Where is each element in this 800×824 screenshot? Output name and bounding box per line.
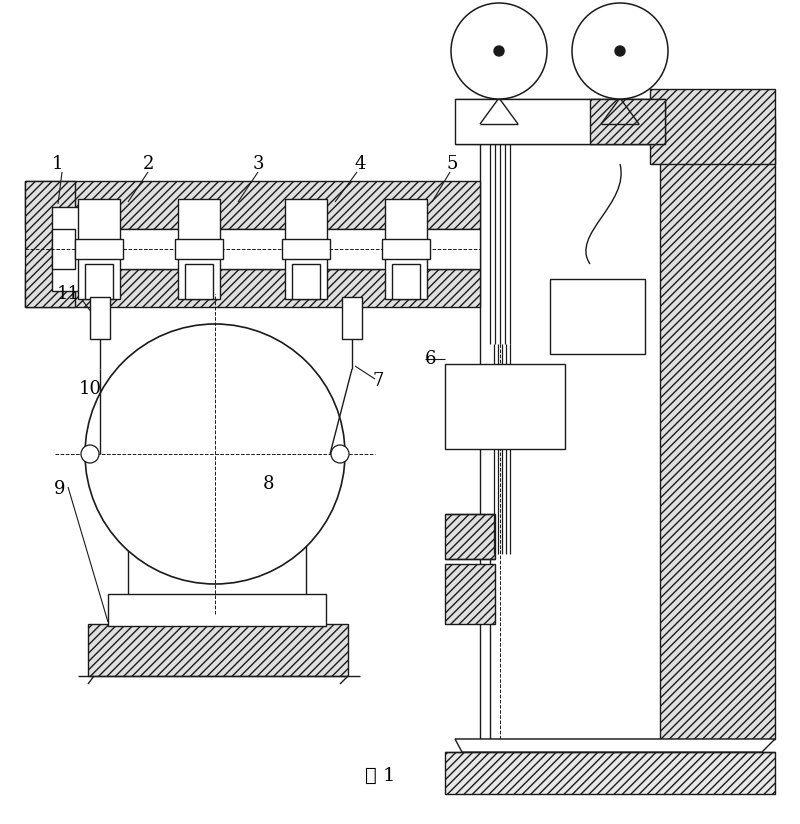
Bar xyxy=(292,264,320,299)
Bar xyxy=(650,89,775,164)
Bar xyxy=(175,239,223,259)
Text: 10: 10 xyxy=(78,380,102,398)
Bar xyxy=(382,239,430,259)
Bar xyxy=(52,229,75,269)
Bar xyxy=(90,297,110,339)
Bar xyxy=(128,526,306,596)
Bar xyxy=(75,239,123,259)
Bar xyxy=(445,564,495,624)
Circle shape xyxy=(331,445,349,463)
Bar xyxy=(392,264,420,299)
Text: 7: 7 xyxy=(372,372,384,390)
Polygon shape xyxy=(455,739,775,752)
Bar xyxy=(445,752,775,794)
Text: 6: 6 xyxy=(424,350,436,368)
Circle shape xyxy=(451,3,547,99)
Circle shape xyxy=(494,46,504,56)
Bar xyxy=(445,364,565,449)
Bar xyxy=(285,199,327,299)
Text: 图 1: 图 1 xyxy=(365,767,395,785)
Bar xyxy=(590,99,665,144)
Bar xyxy=(108,594,326,626)
Bar xyxy=(550,279,645,354)
Text: 5: 5 xyxy=(446,155,458,173)
Bar xyxy=(25,181,75,307)
Text: 1: 1 xyxy=(52,155,64,173)
Text: 4: 4 xyxy=(354,155,366,173)
Bar xyxy=(178,199,220,299)
Text: 8: 8 xyxy=(262,475,274,493)
Bar xyxy=(75,229,480,269)
Bar xyxy=(52,207,82,291)
Bar xyxy=(25,269,480,307)
Bar xyxy=(185,264,213,299)
Bar xyxy=(342,297,362,339)
Bar xyxy=(455,99,665,144)
Text: 11: 11 xyxy=(57,285,79,303)
Bar xyxy=(25,181,480,229)
Bar xyxy=(445,514,495,559)
Text: 3: 3 xyxy=(252,155,264,173)
Text: 9: 9 xyxy=(54,480,66,498)
Circle shape xyxy=(85,324,345,584)
Bar xyxy=(282,239,330,259)
Circle shape xyxy=(572,3,668,99)
Bar xyxy=(385,199,427,299)
Bar xyxy=(85,264,113,299)
Bar xyxy=(78,199,120,299)
Circle shape xyxy=(81,445,99,463)
Circle shape xyxy=(615,46,625,56)
Bar xyxy=(88,624,348,676)
Bar xyxy=(660,119,775,739)
Text: 2: 2 xyxy=(142,155,154,173)
